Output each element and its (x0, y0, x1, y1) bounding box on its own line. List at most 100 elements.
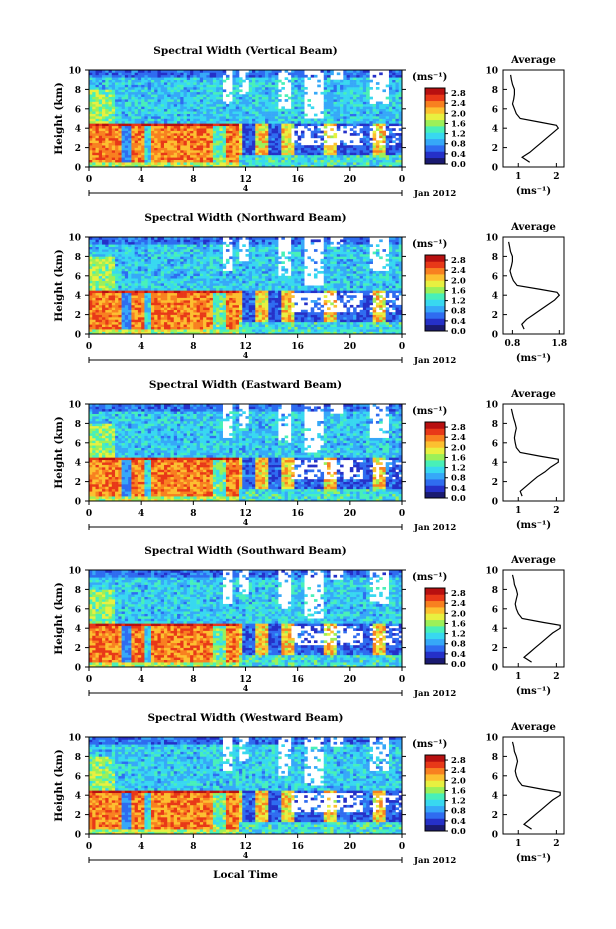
colorbar-tick-label: 0.4 (451, 150, 466, 160)
heatmap-cell (180, 84, 184, 88)
heatmap-cell (170, 79, 175, 83)
heatmap-cell (291, 70, 295, 73)
heatmap-cell (115, 280, 119, 284)
heatmap-cell (111, 72, 116, 76)
heatmap-cell (111, 237, 116, 240)
heatmap-cell (124, 331, 129, 335)
heatmap-cell (147, 295, 152, 298)
heatmap-cell (203, 246, 207, 250)
heatmap-cell (245, 94, 250, 97)
heatmap-cell (333, 96, 338, 100)
heatmap-cell (362, 130, 367, 134)
heatmap-cell (216, 91, 220, 95)
heatmap-cell (173, 130, 178, 134)
heatmap-cell (134, 157, 139, 161)
heatmap-cell (225, 154, 230, 158)
heatmap-cell (294, 101, 298, 105)
heatmap-cell (89, 159, 93, 163)
heatmap-cell (366, 86, 370, 90)
heatmap-cell (177, 94, 181, 97)
heatmap-cell (105, 280, 109, 284)
heatmap-cell (320, 147, 325, 151)
heatmap-cell (225, 147, 230, 151)
heatmap-cell (310, 164, 315, 168)
heatmap-cell (362, 111, 367, 114)
heatmap-cell (147, 142, 152, 146)
heatmap-cell (190, 253, 194, 257)
heatmap-cell (108, 128, 113, 131)
heatmap-cell (190, 130, 194, 134)
heatmap-cell (121, 154, 126, 158)
heatmap-cell (297, 101, 302, 105)
heatmap-cell (92, 290, 96, 294)
heatmap-cell (258, 154, 263, 158)
heatmap-cell (330, 96, 334, 100)
heatmap-cell (196, 256, 201, 260)
heatmap-cell (353, 103, 357, 107)
heatmap-cell (343, 113, 347, 117)
heatmap-cell (395, 118, 400, 122)
heatmap-cell (199, 72, 204, 76)
heatmap-cell (203, 258, 207, 262)
heatmap-cell (118, 86, 122, 90)
heatmap-cell (193, 317, 197, 320)
heatmap-cell (199, 314, 204, 318)
heatmap-cell (238, 106, 243, 110)
heatmap-cell (167, 154, 171, 158)
heatmap-cell (388, 145, 393, 148)
heatmap-cell (398, 103, 403, 107)
heatmap-cell (294, 142, 298, 146)
heatmap-cell (111, 84, 116, 88)
heatmap-cell (147, 292, 152, 296)
heatmap-cell (170, 123, 175, 127)
heatmap-cell (199, 270, 204, 274)
heatmap-cell (229, 130, 233, 134)
heatmap-cell (95, 290, 100, 294)
heatmap-cell (98, 321, 103, 325)
heatmap-cell (388, 123, 393, 127)
heatmap-cell (102, 108, 106, 112)
heatmap-cell (199, 249, 204, 252)
heatmap-cell (238, 152, 243, 156)
heatmap-cell (95, 249, 100, 252)
heatmap-cell (258, 106, 263, 110)
heatmap-cell (274, 101, 279, 105)
heatmap-cell (291, 99, 295, 102)
heatmap-cell (170, 261, 175, 264)
heatmap-cell (92, 162, 96, 165)
heatmap-cell (157, 295, 162, 298)
heatmap-cell (128, 164, 132, 168)
heatmap-cell (108, 263, 113, 267)
heatmap-cell (209, 290, 214, 294)
heatmap-cell (157, 145, 162, 148)
heatmap-cell (245, 159, 250, 163)
heatmap-cell (356, 164, 360, 168)
heatmap-cell (216, 79, 220, 83)
heatmap-cell (157, 101, 162, 105)
heatmap-cell (203, 154, 207, 158)
heatmap-cell (203, 312, 207, 315)
heatmap-cell (92, 140, 96, 144)
heatmap-cell (323, 77, 328, 80)
heatmap-cell (102, 329, 106, 332)
heatmap-cell (163, 140, 168, 144)
heatmap-cell (203, 108, 207, 112)
heatmap-cell (327, 79, 331, 83)
heatmap-cell (163, 118, 168, 122)
heatmap-cell (95, 137, 100, 141)
heatmap-cell (284, 94, 289, 97)
heatmap-cell (160, 74, 165, 78)
heatmap-cell (196, 326, 201, 330)
heatmap-cell (160, 128, 165, 131)
heatmap-cell (252, 159, 256, 163)
heatmap-cell (203, 125, 207, 129)
heatmap-cell (313, 159, 318, 163)
heatmap-cell (219, 108, 223, 112)
heatmap-cell (382, 150, 386, 153)
heatmap-cell (349, 162, 354, 165)
heatmap-cell (245, 101, 250, 105)
heatmap-cell (248, 140, 253, 144)
heatmap-cell (160, 295, 165, 298)
heatmap-cell (206, 287, 210, 291)
heatmap-cell (248, 164, 253, 168)
